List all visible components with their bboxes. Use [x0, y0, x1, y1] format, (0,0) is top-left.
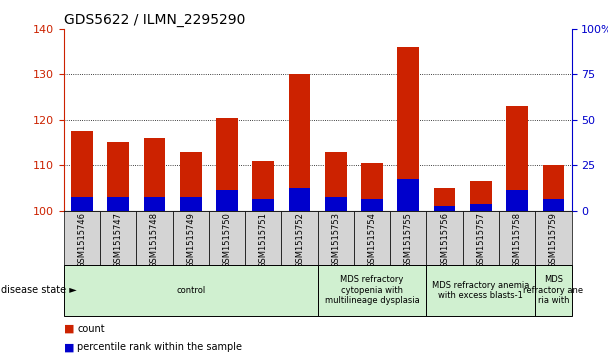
Bar: [542, 165, 564, 211]
Bar: [325, 197, 347, 211]
Text: ■: ■: [64, 342, 74, 352]
Bar: [252, 160, 274, 211]
Bar: [325, 152, 347, 211]
Text: ■: ■: [64, 323, 74, 334]
Bar: [282, 211, 317, 265]
Bar: [252, 199, 274, 211]
Text: GSM1515754: GSM1515754: [368, 212, 376, 268]
Bar: [470, 181, 492, 211]
Bar: [317, 265, 426, 316]
Text: GDS5622 / ILMN_2295290: GDS5622 / ILMN_2295290: [64, 13, 245, 26]
Text: GSM1515753: GSM1515753: [331, 212, 340, 268]
Text: GSM1515746: GSM1515746: [77, 212, 86, 268]
Text: GSM1515750: GSM1515750: [223, 212, 232, 268]
Text: MDS refractory
cytopenia with
multilineage dysplasia: MDS refractory cytopenia with multilinea…: [325, 276, 420, 305]
Bar: [71, 197, 93, 211]
Bar: [71, 131, 93, 211]
Text: count: count: [77, 323, 105, 334]
Bar: [426, 211, 463, 265]
Bar: [542, 199, 564, 211]
Bar: [434, 206, 455, 211]
Bar: [108, 143, 129, 211]
Bar: [354, 211, 390, 265]
Bar: [216, 118, 238, 211]
Bar: [470, 204, 492, 211]
Bar: [499, 211, 535, 265]
Text: GSM1515747: GSM1515747: [114, 212, 123, 268]
Text: GSM1515759: GSM1515759: [549, 212, 558, 268]
Text: GSM1515758: GSM1515758: [513, 212, 522, 268]
Bar: [180, 197, 202, 211]
Bar: [136, 211, 173, 265]
Bar: [173, 211, 209, 265]
Text: GSM1515757: GSM1515757: [476, 212, 485, 268]
Text: GSM1515752: GSM1515752: [295, 212, 304, 268]
Bar: [390, 211, 426, 265]
Text: disease state ►: disease state ►: [1, 285, 77, 295]
Bar: [506, 106, 528, 211]
Text: MDS refractory anemia
with excess blasts-1: MDS refractory anemia with excess blasts…: [432, 281, 530, 300]
Bar: [434, 188, 455, 211]
Bar: [426, 265, 535, 316]
Bar: [361, 199, 383, 211]
Bar: [289, 188, 311, 211]
Bar: [535, 265, 572, 316]
Bar: [245, 211, 282, 265]
Bar: [64, 211, 100, 265]
Bar: [289, 74, 311, 211]
Bar: [143, 138, 165, 211]
Bar: [100, 211, 136, 265]
Bar: [361, 163, 383, 211]
Bar: [108, 197, 129, 211]
Text: percentile rank within the sample: percentile rank within the sample: [77, 342, 242, 352]
Text: GSM1515748: GSM1515748: [150, 212, 159, 268]
Text: GSM1515756: GSM1515756: [440, 212, 449, 268]
Bar: [180, 152, 202, 211]
Bar: [506, 190, 528, 211]
Text: GSM1515755: GSM1515755: [404, 212, 413, 268]
Text: GSM1515751: GSM1515751: [259, 212, 268, 268]
Text: control: control: [176, 286, 206, 295]
Bar: [535, 211, 572, 265]
Bar: [209, 211, 245, 265]
Bar: [216, 190, 238, 211]
Bar: [64, 265, 317, 316]
Bar: [317, 211, 354, 265]
Bar: [143, 197, 165, 211]
Bar: [398, 47, 419, 211]
Bar: [398, 179, 419, 211]
Bar: [463, 211, 499, 265]
Text: MDS
refractory ane
ria with: MDS refractory ane ria with: [523, 276, 584, 305]
Text: GSM1515749: GSM1515749: [186, 212, 195, 268]
